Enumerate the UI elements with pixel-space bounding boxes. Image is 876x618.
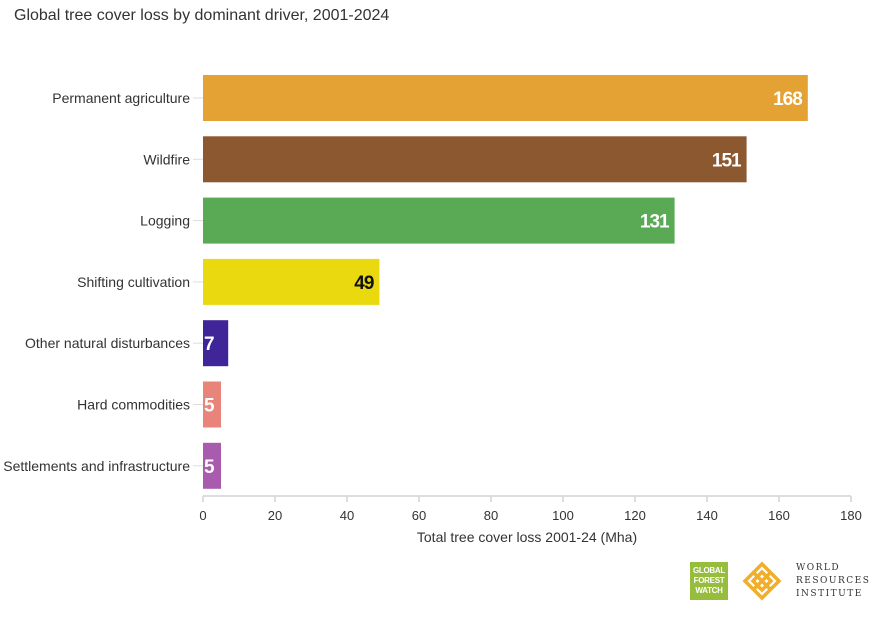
data-label: 5: [204, 396, 215, 417]
category-label: Hard commodities: [77, 397, 190, 413]
data-label: 151: [712, 150, 742, 171]
data-label: 131: [640, 212, 670, 233]
category-label: Permanent agriculture: [52, 90, 190, 106]
bar-logging: [203, 197, 675, 244]
data-label: 49: [354, 273, 374, 294]
bar-permanent-agriculture: [203, 75, 808, 121]
bar-other-natural-disturbances: [203, 320, 229, 367]
wri-knot-icon: [742, 561, 782, 601]
gfw-logo-line: GLOBAL: [693, 566, 725, 575]
x-tick-label: 100: [552, 508, 574, 523]
bar-settlements-and-infrastructure: [203, 442, 221, 489]
category-label: Logging: [140, 213, 190, 229]
wri-logo-line: WORLD: [796, 562, 841, 573]
x-tick-label: 60: [412, 508, 426, 523]
data-label: 168: [773, 89, 802, 110]
x-tick-label: 80: [484, 508, 498, 523]
bar-shifting-cultivation: [203, 258, 380, 305]
data-label: 5: [204, 457, 215, 478]
category-label: Settlements and infrastructure: [3, 458, 190, 474]
global-forest-watch-logo: GLOBAL FOREST WATCH: [690, 562, 728, 600]
x-tick-label: 120: [624, 508, 646, 523]
x-tick-label: 0: [199, 508, 206, 523]
x-tick-label: 140: [696, 508, 718, 523]
world-resources-institute-logo: WORLD RESOURCES INSTITUTE: [796, 562, 870, 601]
x-tick-label: 160: [768, 508, 790, 523]
bar-hard-commodities: [203, 381, 221, 428]
bar-wildfire: [203, 136, 747, 183]
category-label: Shifting cultivation: [77, 274, 190, 290]
x-tick-label: 20: [268, 508, 282, 523]
wri-logo-line: INSTITUTE: [796, 588, 863, 599]
gfw-logo-line: FOREST: [693, 576, 725, 585]
gfw-logo-line: WATCH: [695, 586, 723, 595]
category-label: Other natural disturbances: [25, 335, 190, 351]
logos: GLOBAL FOREST WATCH WORLD RESOURCES INST…: [690, 561, 870, 601]
x-axis-label: Total tree cover loss 2001-24 (Mha): [417, 529, 637, 545]
x-tick-label: 40: [340, 508, 354, 523]
wri-logo-line: RESOURCES: [796, 575, 871, 586]
x-tick-label: 180: [840, 508, 862, 523]
chart-title: Global tree cover loss by dominant drive…: [14, 7, 390, 24]
data-label: 7: [204, 334, 214, 355]
category-label: Wildfire: [143, 151, 190, 167]
